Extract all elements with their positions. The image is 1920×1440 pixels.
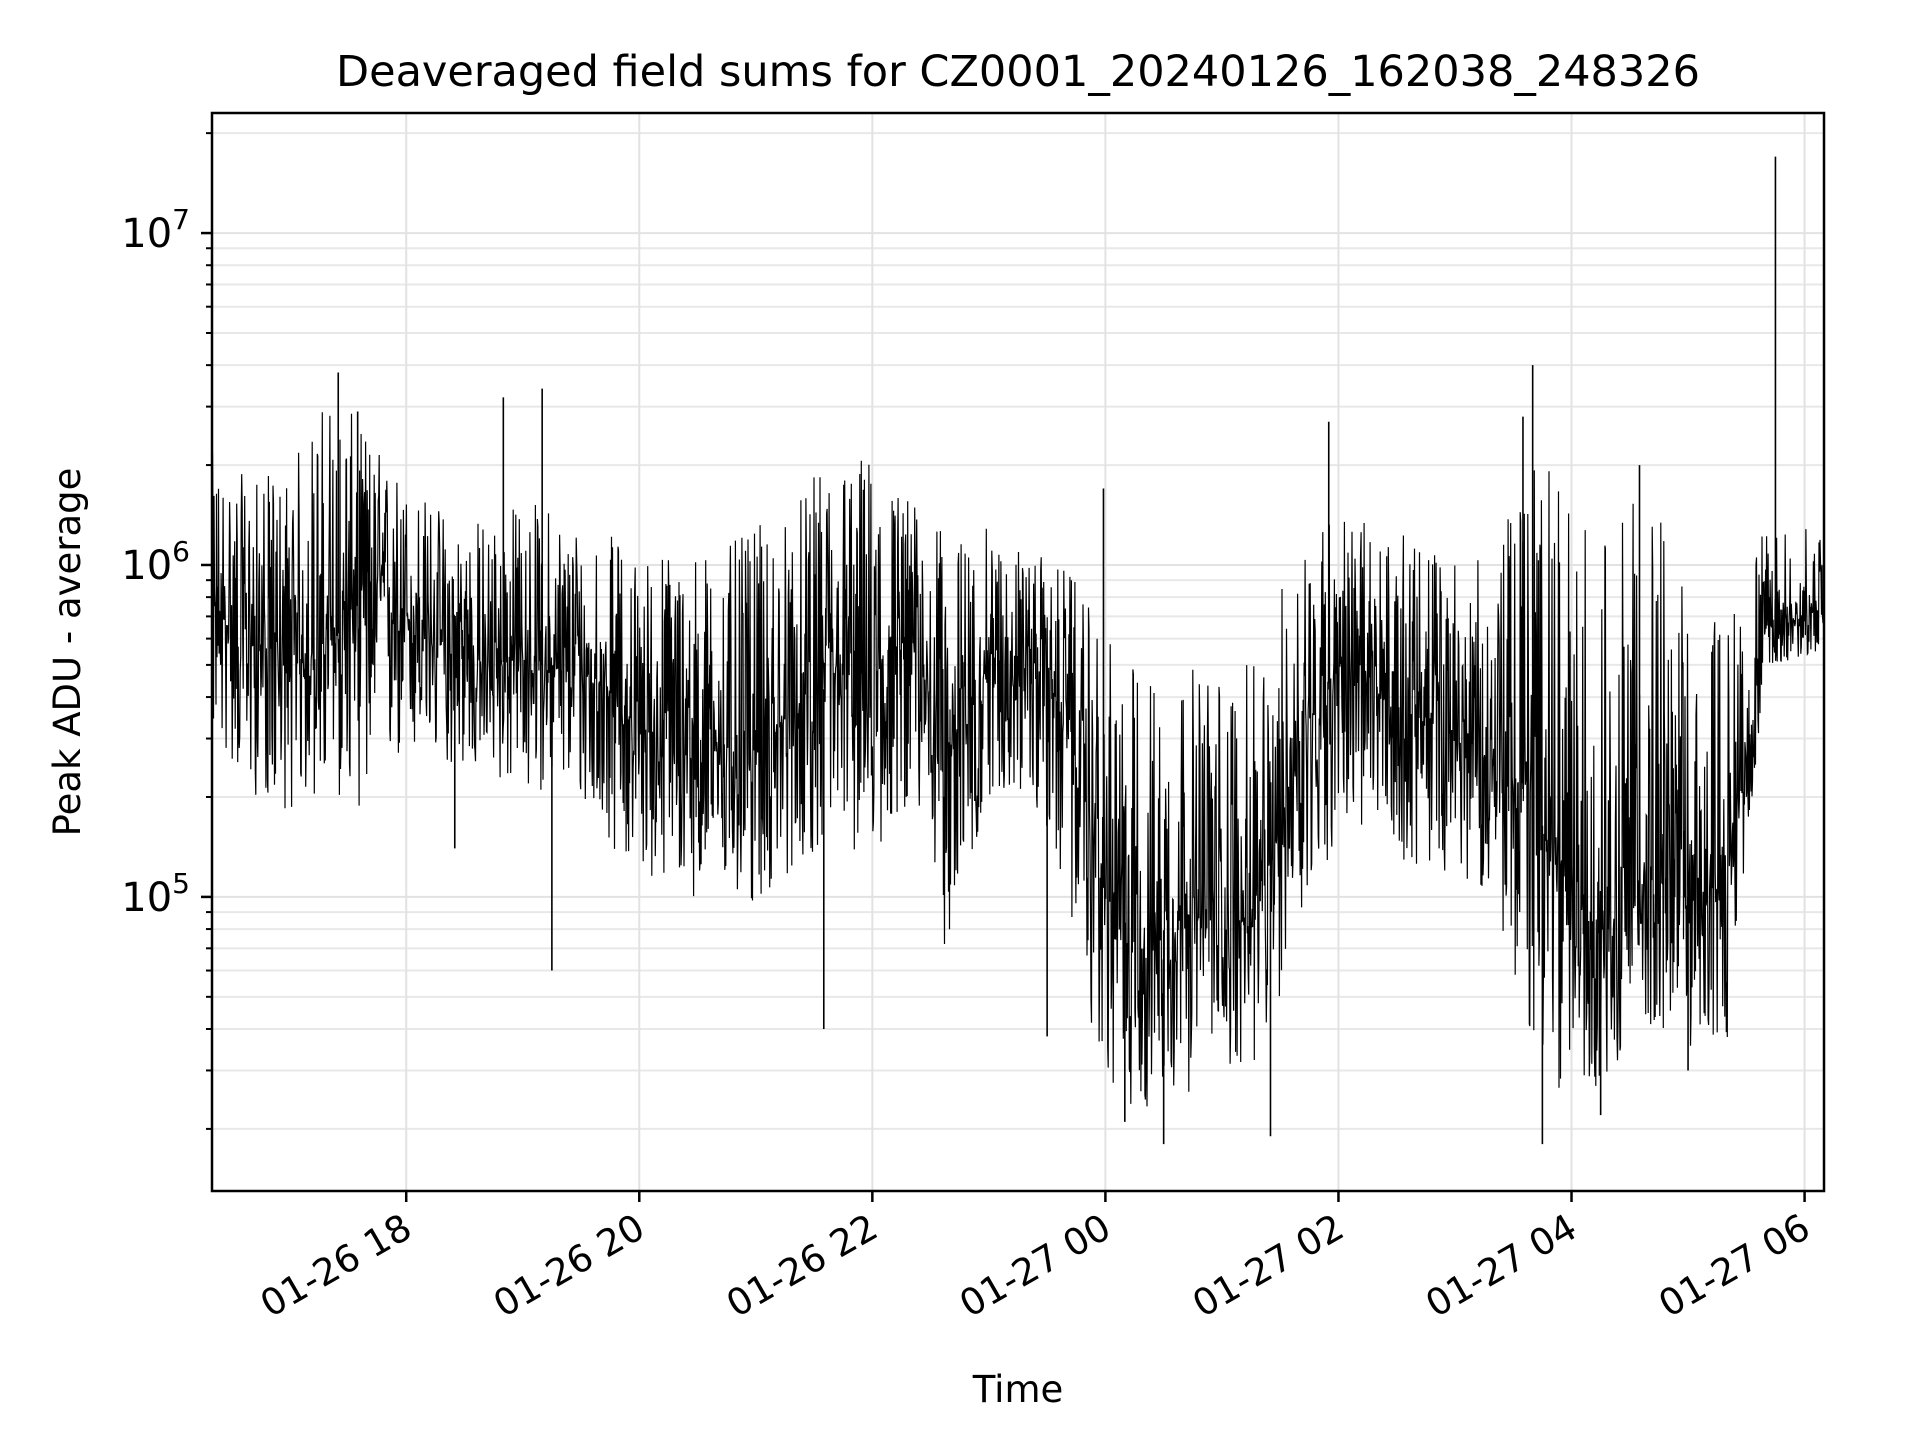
plot-area [211,156,1825,1145]
series-line [211,412,1825,1107]
y-axis: 105 106 107 [121,132,212,1130]
y-tick-label: 106 [121,535,190,589]
chart-title: Deaveraged field sums for CZ0001_2024012… [336,47,1700,97]
y-tick-label: 107 [121,203,190,257]
y-tick-label: 105 [121,867,190,921]
axes-frame [210,111,1826,1193]
x-axis-label: Time [972,1368,1064,1411]
y-axis-label: Peak ADU - average [46,468,89,837]
